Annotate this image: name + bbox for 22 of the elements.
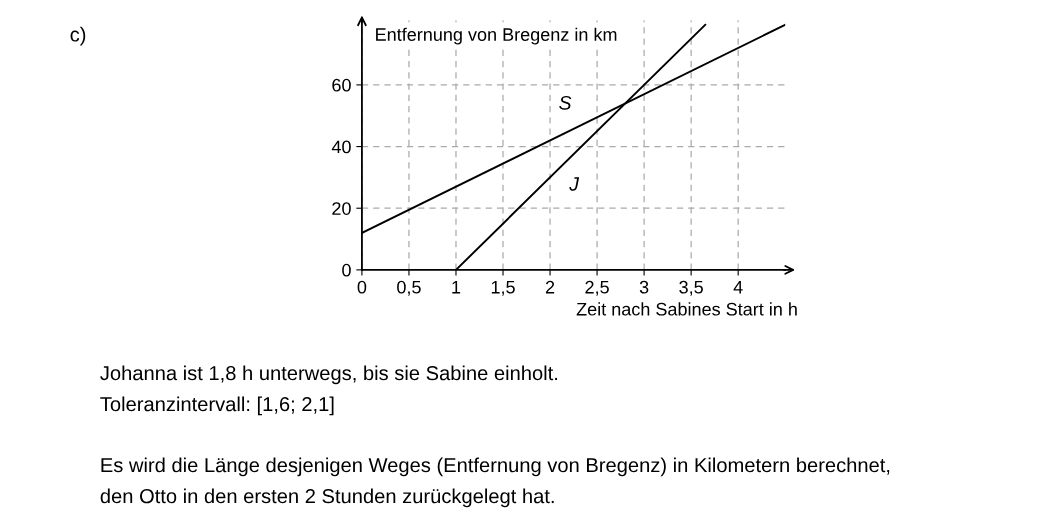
text: Es wird die Länge desjenigen Weges (Entfernung von Bregenz) in Kilometern berechnet,: [101, 457, 890, 477]
y-axis-title: Entfernung von Bregenz in km: [376, 27, 617, 45]
y-tick-label: 60: [332, 78, 351, 92]
x-tick-label: 0,5: [397, 280, 421, 296]
x-tick-label: 4: [733, 280, 743, 294]
x-tick-label: 0: [357, 280, 367, 294]
series-label: J: [569, 177, 580, 191]
x-tick-label: 3: [639, 280, 649, 294]
x-axis-title: Zeit nach Sabines Start in h: [576, 302, 797, 316]
series-label: S: [559, 95, 572, 110]
y-tick-label: 40: [331, 140, 351, 154]
x-tick-label: 1: [452, 280, 461, 294]
text: Toleranzintervall: [1,6; 2,1]: [100, 396, 334, 416]
y-tick-label: 0: [342, 263, 351, 277]
x-tick-label: 2,5: [585, 280, 609, 296]
x-tick-label: 3,5: [679, 280, 703, 296]
text: Johanna ist 1,8 h unterwegs, bis sie Sabine einholt.: [100, 365, 558, 385]
x-tick-label: 1,5: [491, 280, 515, 296]
x-tick-label: 2: [545, 280, 555, 294]
text: den Otto in den ersten 2 Stunden zurückgelegt hat.: [100, 488, 554, 508]
text: c): [70, 26, 86, 46]
y-tick-label: 20: [332, 202, 351, 215]
